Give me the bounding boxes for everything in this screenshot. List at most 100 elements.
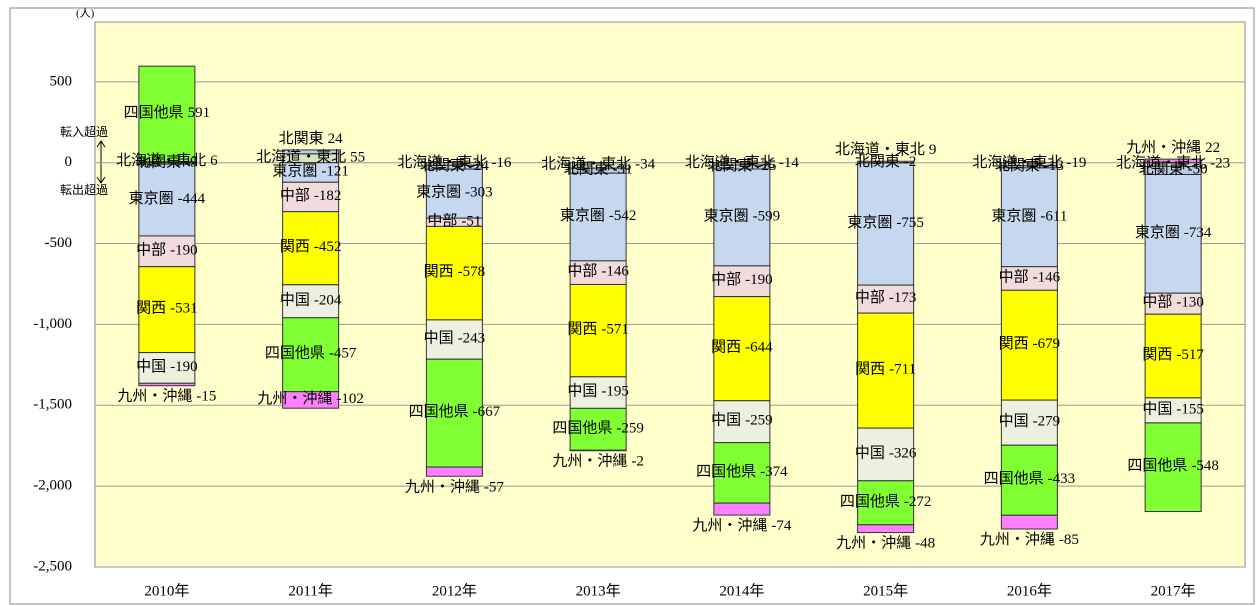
bar-segment (425, 225, 483, 321)
data-label-value: -272 (904, 494, 932, 510)
data-label-value: 22 (1205, 141, 1220, 157)
data-label-name: 北関東 (855, 153, 900, 170)
data-label: 北関東 -2 (855, 153, 917, 170)
y-tick-label: -1,500 (33, 397, 72, 413)
data-label: 中国 -326 (855, 445, 917, 462)
data-label-value: -667 (473, 405, 501, 421)
data-label-name: 四国他県 (696, 463, 756, 480)
data-label: 東京圏 -734 (1135, 224, 1212, 241)
data-label: 東京圏 -611 (991, 208, 1067, 225)
data-label: 北関東 -31 (564, 161, 633, 178)
data-label: 中部 -182 (280, 187, 342, 204)
data-label: 関西 -578 (424, 265, 486, 281)
bar-segment (569, 449, 627, 452)
bar-segment (1144, 158, 1202, 164)
bar-segment (857, 480, 915, 526)
data-label-name: 北関東 (1139, 161, 1184, 178)
data-label-value: -57 (484, 480, 504, 496)
data-label: 関西 -452 (280, 240, 342, 256)
data-label-value: -259 (616, 421, 644, 437)
data-label-value: 6 (210, 154, 218, 170)
bar-segment (1000, 514, 1058, 530)
data-label-name: 四国他県 (840, 493, 900, 510)
data-label-name: 東京圏 (991, 208, 1036, 225)
bar-segment (282, 181, 340, 213)
data-label-value: -755 (896, 216, 924, 232)
data-label: 関西 -711 (855, 362, 916, 378)
data-label-name: 東京圏 (272, 163, 317, 180)
data-label-name: 北海道・東北 (1116, 155, 1206, 172)
data-label: 四国他県 591 (124, 104, 211, 121)
data-label-name: 関西 (567, 322, 597, 338)
data-label-name: 四国他県 (984, 471, 1044, 488)
data-label-name: 中部 (136, 242, 166, 259)
data-label-value: -195 (601, 384, 629, 400)
data-label: 九州・沖縄 -85 (980, 531, 1079, 548)
data-label: 九州・沖縄 -57 (405, 479, 505, 496)
data-label: 関西 -571 (567, 322, 629, 338)
data-label-value: -2 (904, 154, 917, 170)
data-label-name: 中国 (567, 383, 597, 400)
data-label: 関西 -517 (1142, 347, 1204, 363)
data-label-name: 関西 (711, 340, 741, 356)
data-label-value: -25 (756, 158, 776, 174)
data-label: 中部 -130 (1142, 294, 1204, 311)
y-tick-label: -1,000 (33, 316, 72, 332)
bar-segment (713, 400, 771, 444)
data-label: 北関東 -24 (420, 158, 490, 175)
data-label: 中部 -190 (136, 242, 198, 259)
data-label-name: 九州・沖縄 (552, 453, 627, 470)
data-label-name: 北海道・東北 (835, 142, 925, 159)
data-label-name: 中部 (280, 187, 310, 204)
data-label-name: 中部 (1142, 294, 1172, 311)
bar-segment (713, 296, 771, 402)
data-label-value: -444 (178, 191, 206, 207)
data-label: 東京圏 -542 (560, 207, 637, 224)
data-label-name: 四国他県 (1127, 458, 1187, 475)
data-label: 東京圏 -121 (272, 163, 349, 180)
data-label-name: 関西 (855, 362, 885, 378)
data-label-value: -531 (170, 301, 198, 317)
data-label-value: -14 (779, 155, 799, 171)
x-tick-label: 2016年 (1007, 582, 1052, 599)
y-tick-label: -500 (45, 235, 73, 251)
data-label: 北関東 -50 (1139, 161, 1208, 178)
data-label: 中部 -173 (855, 290, 917, 307)
data-label: 関西 -531 (136, 301, 198, 317)
data-label-name: 中国 (424, 330, 454, 347)
data-label: 四国他県 -374 (696, 463, 788, 480)
data-label-value: -679 (1033, 337, 1061, 353)
bar-segment (713, 502, 771, 516)
x-tick-label: 2011年 (288, 582, 332, 599)
bar-segment (425, 319, 483, 360)
data-label-value: -34 (635, 157, 655, 173)
data-label-value: -259 (745, 413, 773, 429)
annotation-arrow (96, 140, 106, 184)
data-label-name: 九州・沖縄 (1126, 140, 1201, 157)
data-label: 四国他県 -433 (984, 471, 1076, 488)
data-label-name: 四国他県 (552, 420, 612, 437)
data-label-value: 591 (188, 105, 211, 121)
data-label-name: 中国 (1142, 401, 1172, 418)
data-label-value: -146 (601, 264, 629, 280)
data-label-name: 北海道・東北 (116, 153, 206, 170)
bar-segment (1144, 313, 1202, 399)
data-label: 四国他県 -457 (265, 345, 357, 362)
data-label-name: 東京圏 (560, 207, 605, 224)
data-label-value: -9 (185, 155, 198, 171)
bar-segment (857, 312, 915, 429)
data-label: 中部 -51 (427, 213, 481, 230)
data-label-value: -74 (771, 519, 791, 535)
data-label-name: 中部 (999, 269, 1029, 286)
data-label-name: 関西 (1142, 347, 1172, 363)
data-label-value: -734 (1184, 225, 1212, 241)
data-label-name: 北関東 (707, 157, 752, 174)
bar-segment (713, 442, 771, 504)
data-label-value: -457 (329, 346, 357, 362)
x-tick-label: 2017年 (1151, 582, 1196, 599)
data-label: 北海道・東北 6 (116, 153, 218, 170)
data-label: 中部 -146 (567, 263, 629, 280)
data-label-value: -433 (1048, 472, 1076, 488)
data-label-value: -303 (465, 185, 493, 201)
y-tick-label: 500 (50, 73, 73, 89)
